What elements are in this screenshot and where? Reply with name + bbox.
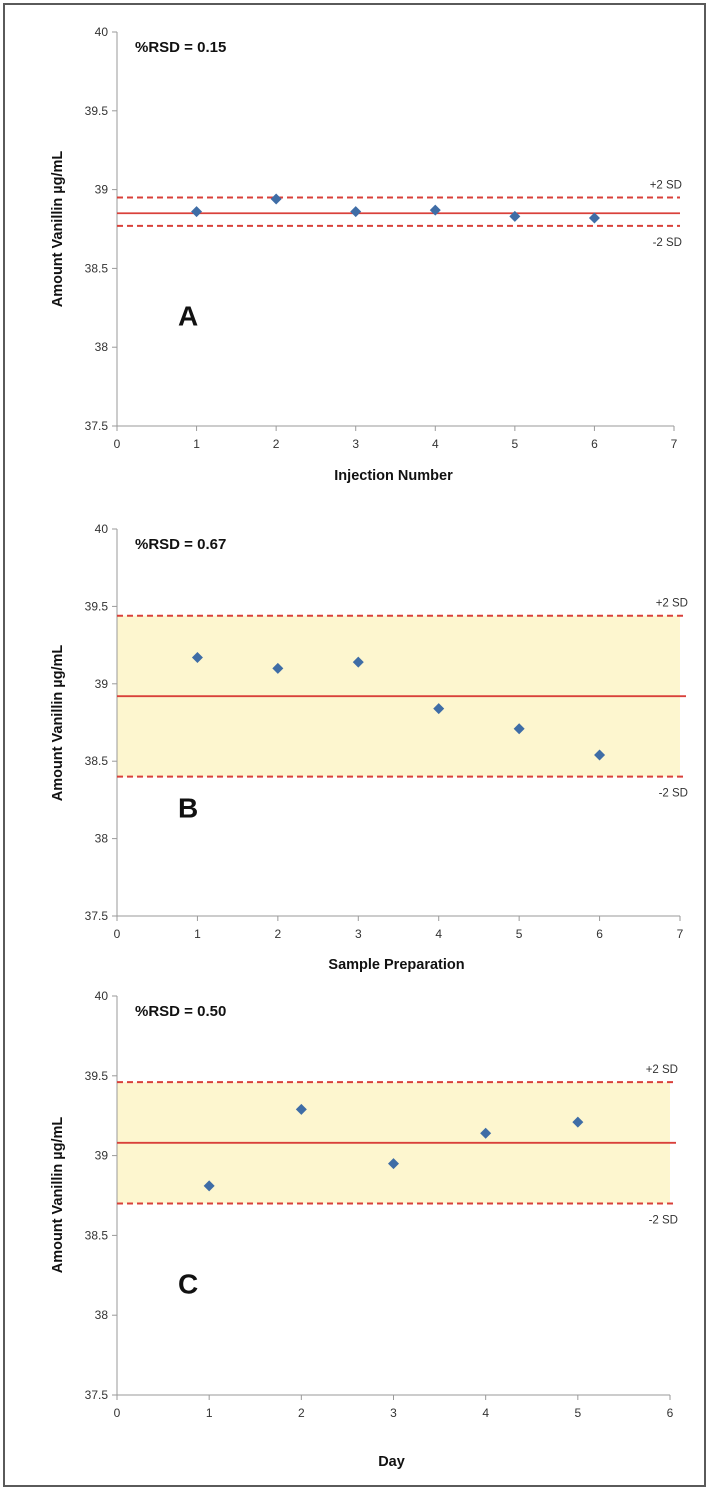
data-point (509, 210, 521, 222)
upper-2sd-label: +2 SD (650, 179, 682, 191)
rsd-annotation: %RSD = 0.15 (135, 39, 226, 56)
y-axis-title: Amount Vanillin µg/mL (50, 1117, 66, 1274)
chart-panel-b: 37.5 38 38.5 39 39.5 40 0 1 2 3 4 5 6 7 +2 SD -2 SD %RSD… (50, 522, 688, 973)
x-tick-label: 5 (512, 437, 519, 451)
y-tick-label: 38 (95, 1308, 109, 1322)
y-tick-label: 39 (95, 1149, 109, 1163)
data-point (295, 1103, 307, 1115)
data-point (429, 204, 441, 216)
x-tick-label: 2 (273, 437, 280, 451)
x-axis-title: Injection Number (334, 468, 453, 484)
data-point (588, 212, 600, 224)
lower-2sd-label: -2 SD (659, 788, 688, 800)
x-tick-label: 2 (298, 1406, 305, 1420)
y-tick-label: 38 (95, 340, 109, 354)
rsd-annotation: %RSD = 0.67 (135, 536, 226, 553)
panel-letter: A (178, 301, 198, 332)
rsd-annotation: %RSD = 0.50 (135, 1003, 226, 1020)
y-tick-label: 40 (95, 989, 109, 1003)
y-tick-label: 38.5 (85, 261, 109, 275)
data-point (352, 656, 364, 668)
x-tick-label: 1 (193, 437, 200, 451)
x-tick-label: 2 (275, 927, 282, 941)
data-point (191, 206, 203, 218)
data-point (433, 703, 445, 715)
y-tick-label: 38.5 (85, 754, 109, 768)
x-tick-label: 1 (206, 1406, 213, 1420)
data-point (191, 651, 203, 663)
data-point (350, 206, 362, 218)
x-tick-label: 1 (194, 927, 201, 941)
x-tick-label: 7 (671, 437, 678, 451)
x-tick-label: 4 (482, 1406, 489, 1420)
data-point (272, 662, 284, 674)
x-tick-label: 4 (435, 927, 442, 941)
y-tick-label: 37.5 (85, 419, 109, 433)
chart-panel-c: 37.5 38 38.5 39 39.5 40 0 1 2 3 4 5 6 +2 SD -2 SD %RSD … (50, 989, 678, 1470)
x-tick-label: 6 (596, 927, 603, 941)
x-tick-label: 0 (114, 437, 121, 451)
data-point (388, 1158, 399, 1170)
y-tick-label: 39 (95, 183, 109, 197)
upper-2sd-label: +2 SD (656, 598, 688, 610)
x-tick-label: 6 (667, 1406, 674, 1420)
y-axis-title: Amount Vanillin µg/mL (50, 645, 66, 802)
y-tick-label: 39.5 (85, 104, 109, 118)
x-axis-title: Sample Preparation (328, 957, 464, 973)
x-tick-label: 5 (574, 1406, 581, 1420)
x-axis-title: Day (378, 1454, 405, 1470)
x-tick-label: 5 (516, 927, 523, 941)
upper-2sd-label: +2 SD (646, 1064, 678, 1076)
chart-panel-a: 37.5 38 38.5 39 39.5 40 0 1 2 3 4 5 6 7 +2 SD -2 SD %RSD… (50, 25, 682, 484)
y-tick-label: 38.5 (85, 1228, 109, 1242)
y-tick-label: 37.5 (85, 909, 109, 923)
data-point (270, 193, 282, 205)
data-point (480, 1127, 492, 1139)
x-tick-label: 6 (591, 437, 598, 451)
x-tick-label: 3 (355, 927, 362, 941)
x-tick-label: 0 (114, 1406, 121, 1420)
y-tick-label: 40 (95, 522, 109, 536)
y-tick-label: 39.5 (85, 599, 109, 613)
data-point (572, 1116, 584, 1128)
data-point (594, 749, 606, 761)
y-tick-label: 39.5 (85, 1069, 109, 1083)
y-tick-label: 40 (95, 25, 109, 39)
y-tick-label: 39 (95, 677, 109, 691)
y-axis-title: Amount Vanillin µg/mL (50, 151, 66, 308)
panel-letter: C (178, 1268, 198, 1299)
y-tick-label: 38 (95, 832, 109, 846)
x-tick-label: 3 (390, 1406, 397, 1420)
x-tick-label: 3 (352, 437, 359, 451)
x-tick-label: 4 (432, 437, 439, 451)
x-tick-label: 0 (114, 927, 121, 941)
y-tick-label: 37.5 (85, 1388, 109, 1402)
data-point (203, 1180, 215, 1192)
lower-2sd-label: -2 SD (649, 1214, 678, 1226)
panel-letter: B (178, 793, 198, 824)
lower-2sd-label: -2 SD (653, 237, 682, 249)
data-point (513, 723, 525, 735)
x-tick-label: 7 (677, 927, 684, 941)
